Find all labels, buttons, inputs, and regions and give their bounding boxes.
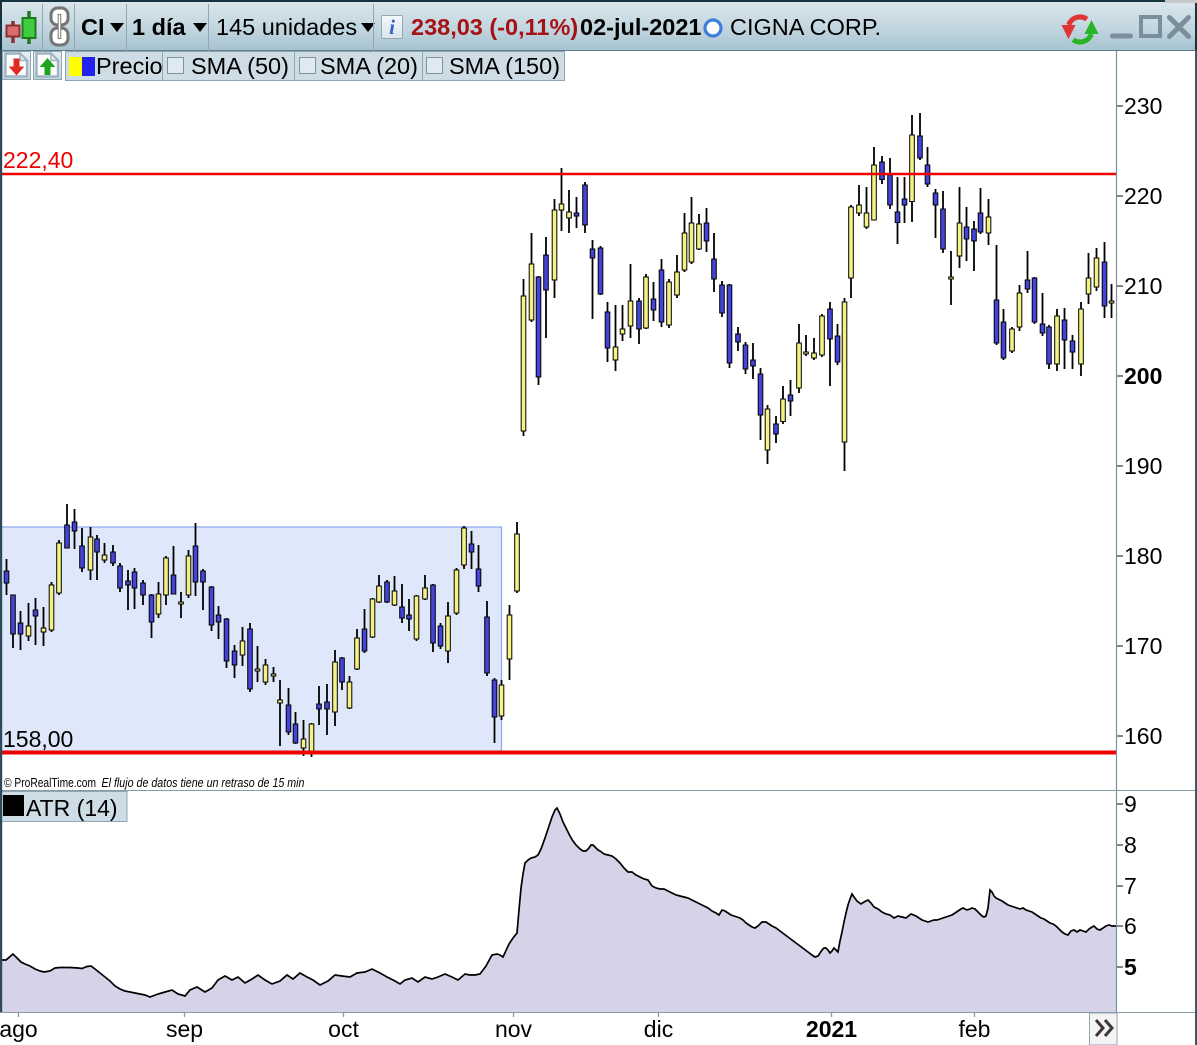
svg-text:9: 9 — [1124, 791, 1137, 817]
svg-text:210: 210 — [1124, 273, 1162, 299]
svg-text:© ProRealTime.com: © ProRealTime.com — [4, 775, 96, 790]
svg-text:5: 5 — [1124, 954, 1137, 980]
svg-text:7: 7 — [1124, 873, 1137, 899]
svg-text:190: 190 — [1124, 453, 1162, 479]
svg-text:oct: oct — [328, 1016, 359, 1042]
svg-text:158,00: 158,00 — [3, 726, 73, 752]
svg-text:220: 220 — [1124, 183, 1162, 209]
svg-text:nov: nov — [495, 1016, 533, 1042]
svg-text:ATR (14): ATR (14) — [26, 795, 118, 821]
svg-text:170: 170 — [1124, 633, 1162, 659]
svg-text:feb: feb — [959, 1016, 991, 1042]
svg-text:sep: sep — [166, 1016, 203, 1042]
svg-text:8: 8 — [1124, 832, 1137, 858]
svg-text:El flujo de datos tiene un ret: El flujo de datos tiene un retraso de 15… — [102, 775, 305, 790]
svg-text:222,40: 222,40 — [3, 147, 73, 173]
svg-text:180: 180 — [1124, 543, 1162, 569]
svg-text:230: 230 — [1124, 93, 1162, 119]
svg-text:160: 160 — [1124, 723, 1162, 749]
svg-text:dic: dic — [644, 1016, 673, 1042]
svg-text:ago: ago — [0, 1016, 38, 1042]
svg-text:200: 200 — [1124, 363, 1162, 389]
svg-text:2021: 2021 — [806, 1016, 857, 1042]
svg-text:6: 6 — [1124, 913, 1137, 939]
